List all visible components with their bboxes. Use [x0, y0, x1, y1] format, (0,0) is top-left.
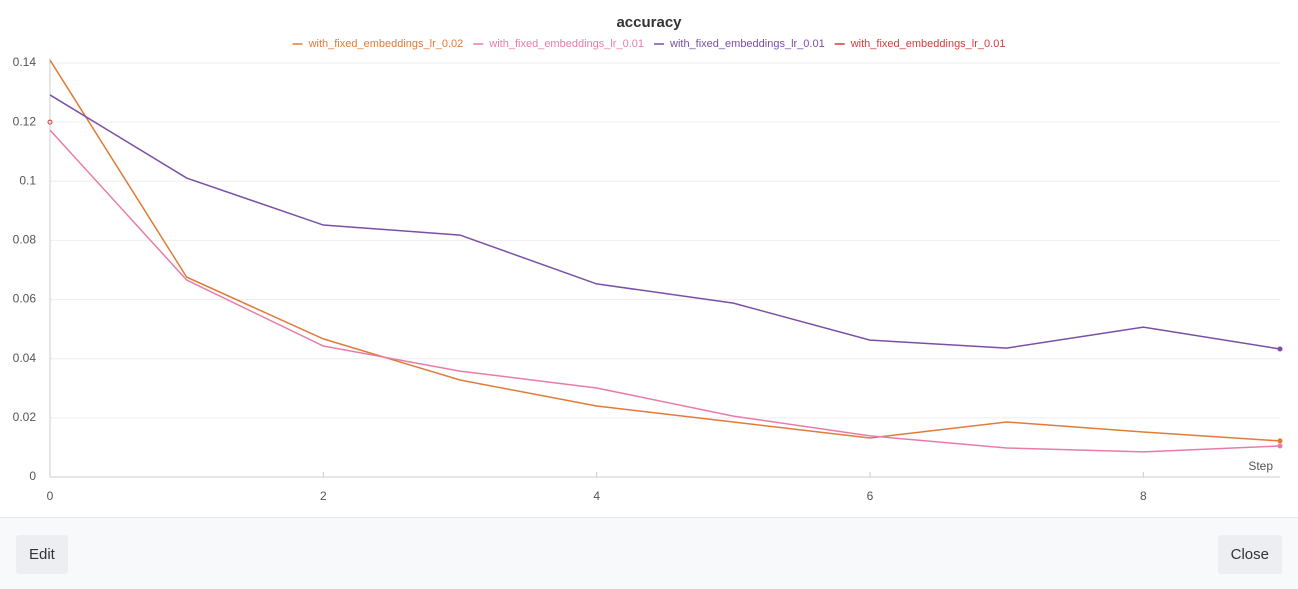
series-line [49, 59, 1281, 442]
legend-label: with_fixed_embeddings_lr_0.01 [488, 38, 644, 50]
y-tick-label: 0 [29, 469, 36, 483]
chart-title: accuracy [616, 14, 682, 31]
series-end-point [1277, 443, 1283, 449]
close-button[interactable]: Close [1217, 535, 1282, 574]
y-tick-label: 0.12 [13, 114, 37, 128]
chart: accuracy Step 0 0.02 0.04 0.06 0.08 0.1 0.12 0.… [13, 14, 1283, 503]
series-line [49, 129, 1281, 453]
legend-label: with_fixed_embeddings_lr_0.02 [308, 38, 464, 50]
x-tick-label: 0 [47, 489, 54, 503]
x-tick-label: 8 [1140, 489, 1147, 503]
y-tick-label: 0.14 [13, 55, 37, 69]
y-tick-label: 0.02 [13, 410, 37, 424]
series-line [49, 94, 1281, 350]
edit-button[interactable]: Edit [16, 535, 68, 574]
footer: Edit Close [0, 517, 1298, 589]
y-tick-label: 0.06 [13, 292, 37, 306]
x-tick-label: 2 [320, 489, 327, 503]
series-end-point [1277, 438, 1283, 444]
y-tick-label: 0.04 [13, 351, 37, 365]
series-point [47, 119, 53, 125]
x-axis-label: Step [1248, 459, 1273, 473]
legend-label: with_fixed_embeddings_lr_0.01 [669, 38, 825, 50]
y-tick-label: 0.1 [19, 173, 36, 187]
series-end-point [1277, 346, 1283, 352]
x-tick-label: 6 [867, 489, 874, 503]
legend-label: with_fixed_embeddings_lr_0.01 [850, 38, 1006, 50]
y-tick-label: 0.08 [13, 233, 37, 247]
x-tick-label: 4 [593, 489, 600, 503]
